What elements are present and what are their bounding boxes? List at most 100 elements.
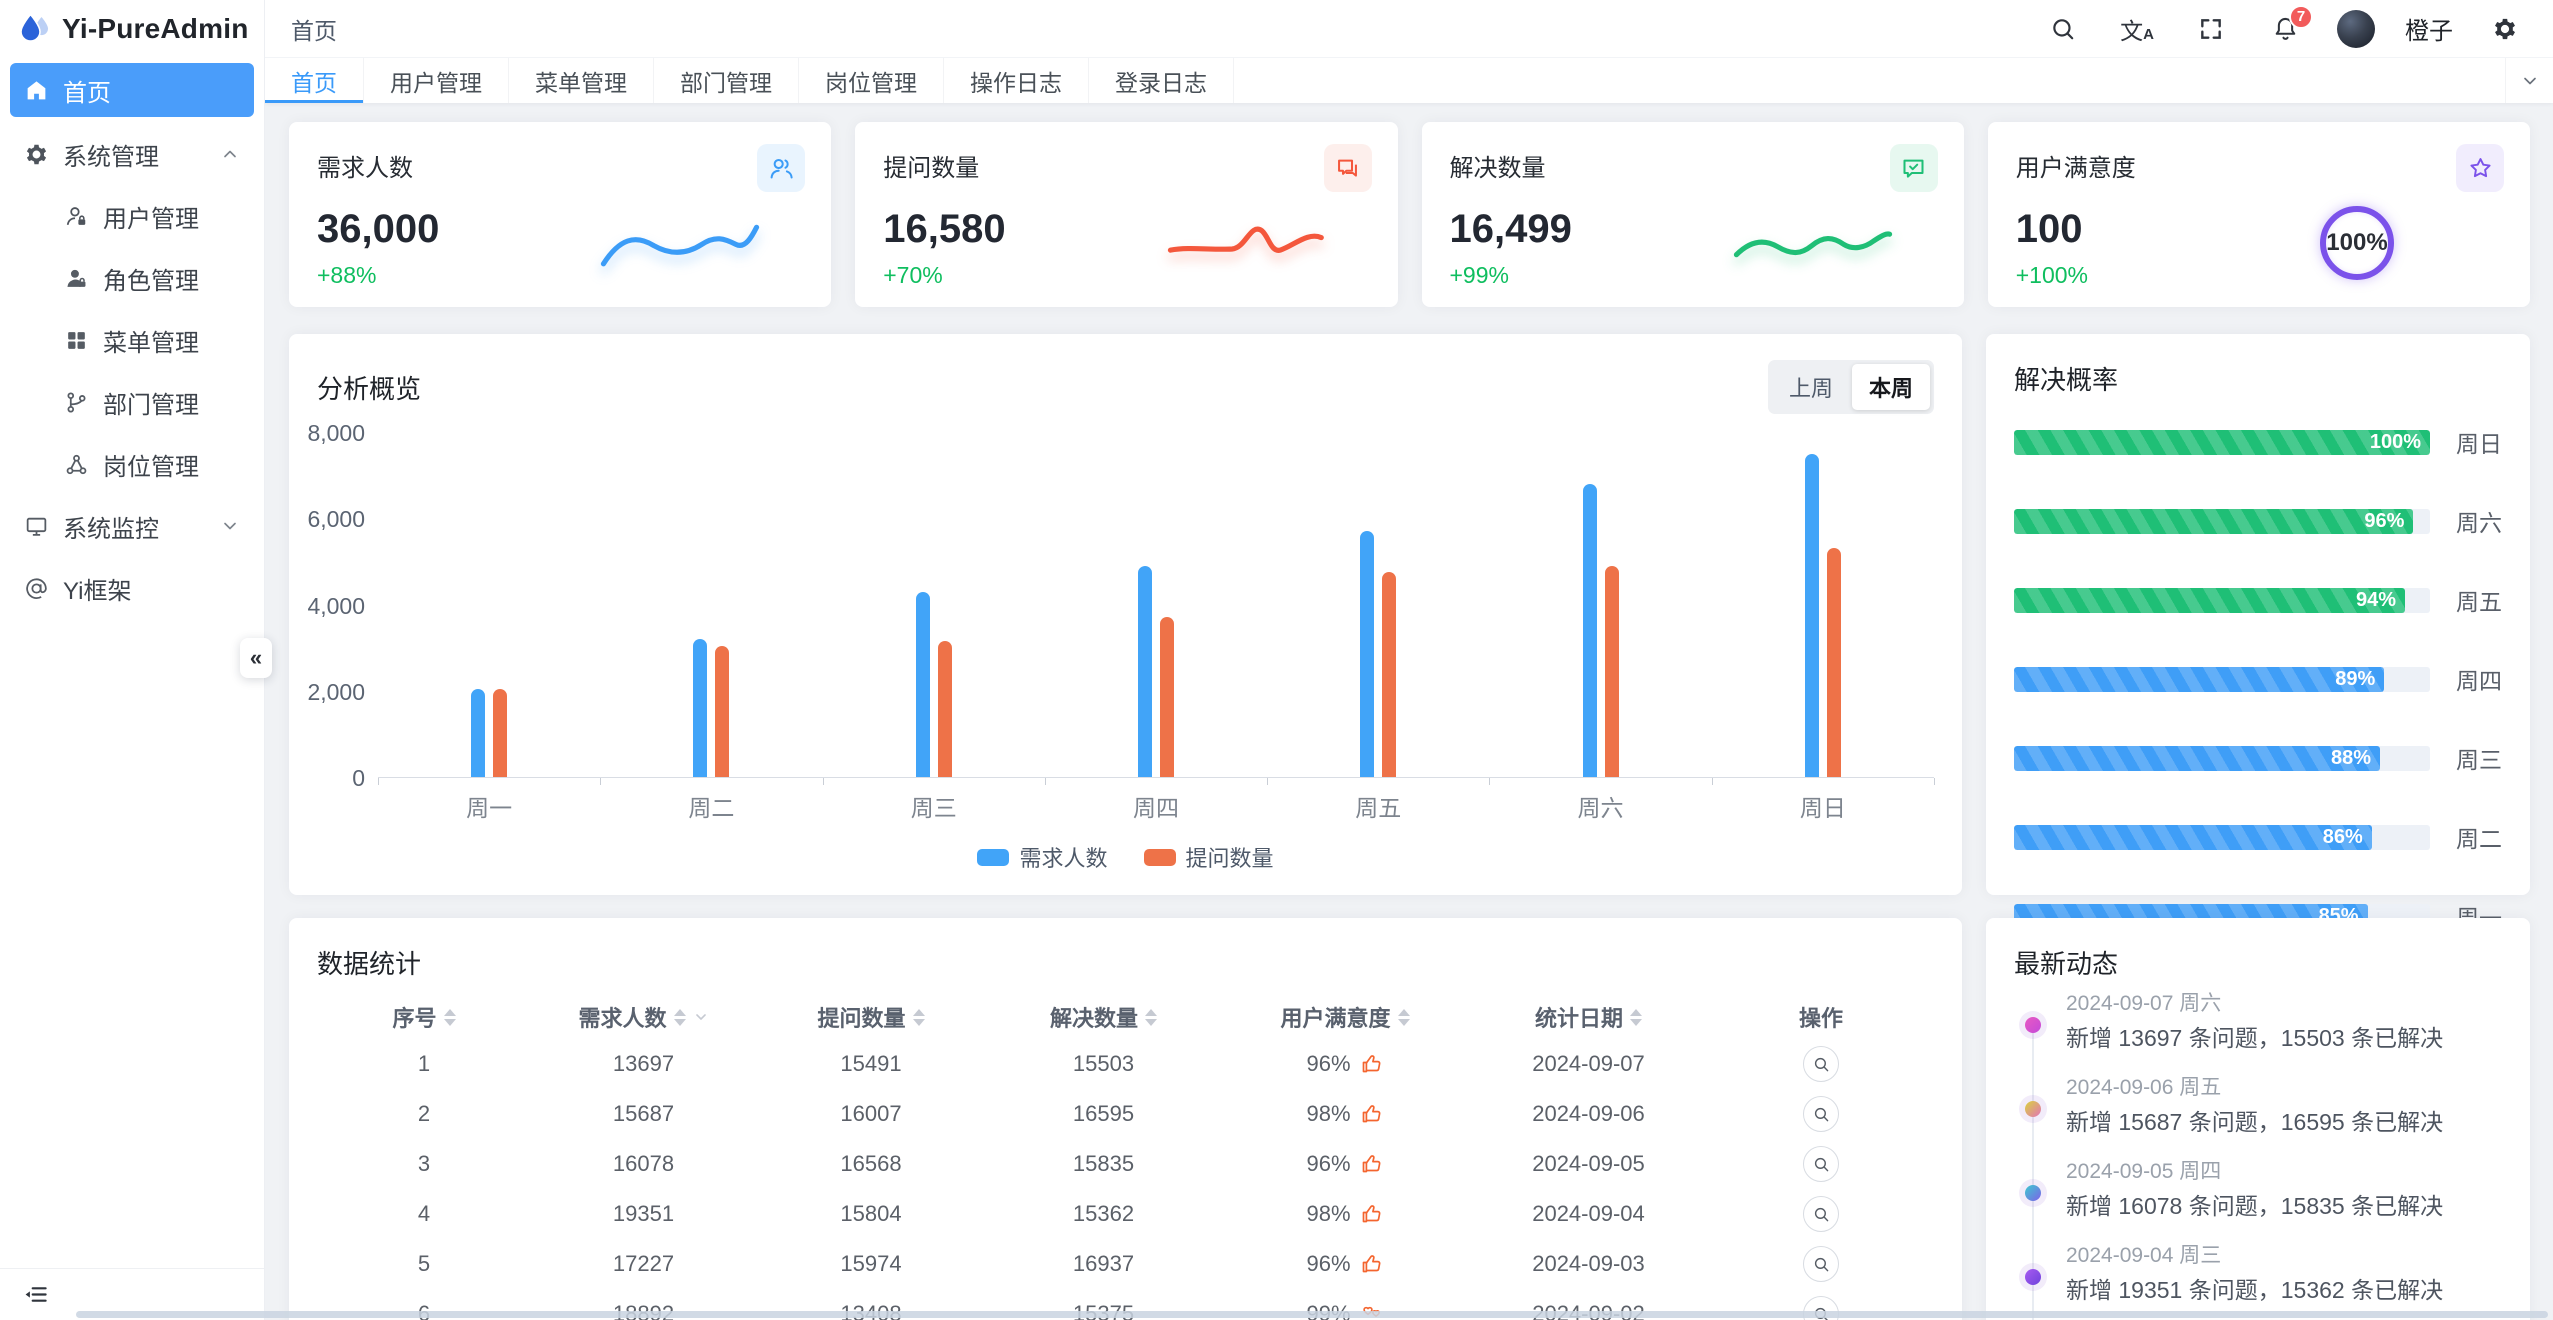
chevron-up-icon xyxy=(224,150,236,158)
tab-登录日志[interactable]: 登录日志 xyxy=(1089,58,1234,103)
bar-提问数量-周一 xyxy=(493,688,508,777)
horizontal-scrollbar[interactable] xyxy=(76,1311,2548,1318)
solve-row-周三: 88% 周三 xyxy=(2014,741,2502,775)
cell-solve: 15835 xyxy=(1072,1151,1135,1176)
cell-no: 1 xyxy=(417,1051,431,1076)
timeline-text: 新增 15687 条问题，16595 条已解决 xyxy=(2066,1109,2444,1135)
progress-day-label: 周四 xyxy=(2456,668,2502,694)
axis-tick xyxy=(1489,778,1491,785)
column-header-解决数量[interactable]: 解决数量 xyxy=(986,1001,1221,1033)
sidebar-collapse-button[interactable]: « xyxy=(240,638,272,678)
app-logo[interactable]: Yi-PureAdmin xyxy=(0,0,264,58)
sidebar-menu: 首页 系统管理 用户管理 角色管理 菜单管理 部门管理 xyxy=(0,58,264,619)
legend-item-提问数量[interactable]: 提问数量 xyxy=(1143,841,1274,873)
axis-tick xyxy=(600,778,602,785)
sidebar-item-system-monitor[interactable]: 系统监控 xyxy=(10,495,254,557)
tab-用户管理[interactable]: 用户管理 xyxy=(364,58,509,103)
axis-tick xyxy=(378,778,379,785)
sidebar-item-user-management[interactable]: 用户管理 xyxy=(10,185,254,247)
column-header-需求人数[interactable]: 需求人数 xyxy=(531,1001,756,1033)
username[interactable]: 橙子 xyxy=(2405,18,2453,45)
avatar[interactable] xyxy=(2337,9,2375,48)
sort-carets-icon[interactable] xyxy=(1397,1008,1410,1026)
analysis-title: 分析概览 xyxy=(317,373,422,404)
sort-carets-icon[interactable] xyxy=(1630,1008,1642,1026)
progress-track: 96% xyxy=(2014,508,2430,534)
progress-fill: 94% xyxy=(2014,587,2406,613)
row-view-button[interactable] xyxy=(1803,1146,1839,1182)
sidebar-item-menu-management[interactable]: 菜单管理 xyxy=(10,309,254,371)
stat-card-3: 解决数量 16,499 +99% xyxy=(1421,122,1964,307)
x-axis-label: 周四 xyxy=(1132,795,1179,821)
column-label: 用户满意度 xyxy=(1280,1006,1391,1031)
menu-fold-icon[interactable] xyxy=(22,1281,49,1308)
column-header-序号[interactable]: 序号 xyxy=(317,1001,531,1033)
sort-carets-icon[interactable] xyxy=(912,1008,925,1026)
bottom-row: 数据统计 序号 需求人数 提问数量 解决数量 用户满意度 统计日期 操作 1 13697 154… xyxy=(289,918,2530,1320)
sidebar-item-label: 用户管理 xyxy=(103,205,199,233)
progress-day-label: 周五 xyxy=(2456,589,2502,615)
sort-carets-icon[interactable] xyxy=(673,1008,686,1026)
magnifier-icon xyxy=(1814,1107,1828,1121)
tab-首页[interactable]: 首页 xyxy=(265,58,364,103)
chevron-down-icon xyxy=(224,522,236,530)
progress-day-label: 周三 xyxy=(2456,747,2502,773)
tab-部门管理[interactable]: 部门管理 xyxy=(654,58,799,103)
toggle-本周[interactable]: 本周 xyxy=(1851,364,1930,410)
settings-gear-icon[interactable] xyxy=(2483,7,2527,51)
sidebar-item-role-management[interactable]: 角色管理 xyxy=(10,247,254,309)
sidebar-item-yi-framework[interactable]: Yi框架 xyxy=(10,557,254,619)
tabs-more-chevron-icon[interactable] xyxy=(2505,58,2553,103)
fullscreen-icon[interactable] xyxy=(2189,7,2233,51)
tab-菜单管理[interactable]: 菜单管理 xyxy=(509,58,654,103)
bell-icon[interactable]: 7 xyxy=(2263,4,2313,51)
column-label: 操作 xyxy=(1798,1006,1843,1031)
sidebar-item-department-management[interactable]: 部门管理 xyxy=(10,371,254,433)
toggle-上周[interactable]: 上周 xyxy=(1772,364,1850,410)
row-view-button[interactable] xyxy=(1803,1246,1839,1282)
column-header-统计日期[interactable]: 统计日期 xyxy=(1469,1001,1708,1033)
row-view-button[interactable] xyxy=(1803,1046,1839,1082)
timeline-item: 2024-09-05 周四 新增 16078 条问题，15835 条已解决 xyxy=(2014,1159,2502,1223)
sort-carets-icon[interactable] xyxy=(1145,1008,1157,1026)
progress-fill: 86% xyxy=(2014,824,2372,850)
column-label: 需求人数 xyxy=(578,1006,667,1031)
x-axis-label: 周五 xyxy=(1355,795,1402,821)
tab-岗位管理[interactable]: 岗位管理 xyxy=(799,58,944,103)
x-axis-label: 周一 xyxy=(466,795,513,821)
cell-date: 2024-09-03 xyxy=(1532,1251,1645,1276)
column-label: 统计日期 xyxy=(1534,1006,1623,1031)
sidebar-item-system-management[interactable]: 系统管理 xyxy=(10,123,254,185)
legend-label: 需求人数 xyxy=(1019,846,1108,871)
thumb-up-icon xyxy=(1362,1055,1380,1073)
bar-group-周一: 周一 xyxy=(378,433,600,821)
filter-chevron-icon[interactable] xyxy=(693,1009,709,1025)
sidebar-item-home[interactable]: 首页 xyxy=(10,63,254,117)
table-row-4: 4 19351 15804 15362 98% 2024-09-04 xyxy=(317,1189,1934,1239)
sparkline xyxy=(1167,226,1324,253)
search-icon[interactable] xyxy=(2041,7,2085,51)
row-view-button[interactable] xyxy=(1803,1096,1839,1132)
table-row-1: 1 13697 15491 15503 96% 2024-09-07 xyxy=(317,1039,1934,1089)
tab-操作日志[interactable]: 操作日志 xyxy=(944,58,1089,103)
column-header-用户满意度[interactable]: 用户满意度 xyxy=(1221,1001,1469,1033)
chat-icon xyxy=(1338,159,1357,177)
sidebar-item-post-management[interactable]: 岗位管理 xyxy=(10,433,254,495)
solve-probability-title: 解决概率 xyxy=(2014,365,2119,395)
sort-carets-icon[interactable] xyxy=(443,1008,456,1026)
sidebar-item-label: 首页 xyxy=(63,79,111,107)
timeline-text: 新增 13697 条问题，15503 条已解决 xyxy=(2066,1025,2444,1051)
cell-demand: 13697 xyxy=(612,1051,675,1076)
translate-icon[interactable]: 文A xyxy=(2120,17,2154,44)
sidebar-item-label: 系统监控 xyxy=(63,515,159,543)
legend-item-需求人数[interactable]: 需求人数 xyxy=(977,841,1108,873)
x-axis-label: 周六 xyxy=(1577,795,1624,821)
sidebar-item-label: 岗位管理 xyxy=(103,453,199,481)
progress-day-label: 周日 xyxy=(2456,431,2502,457)
nodes-icon xyxy=(66,454,87,474)
row-view-button[interactable] xyxy=(1803,1196,1839,1232)
column-header-操作[interactable]: 操作 xyxy=(1708,1001,1934,1033)
column-header-提问数量[interactable]: 提问数量 xyxy=(756,1001,986,1033)
cell-question: 16007 xyxy=(840,1101,902,1126)
